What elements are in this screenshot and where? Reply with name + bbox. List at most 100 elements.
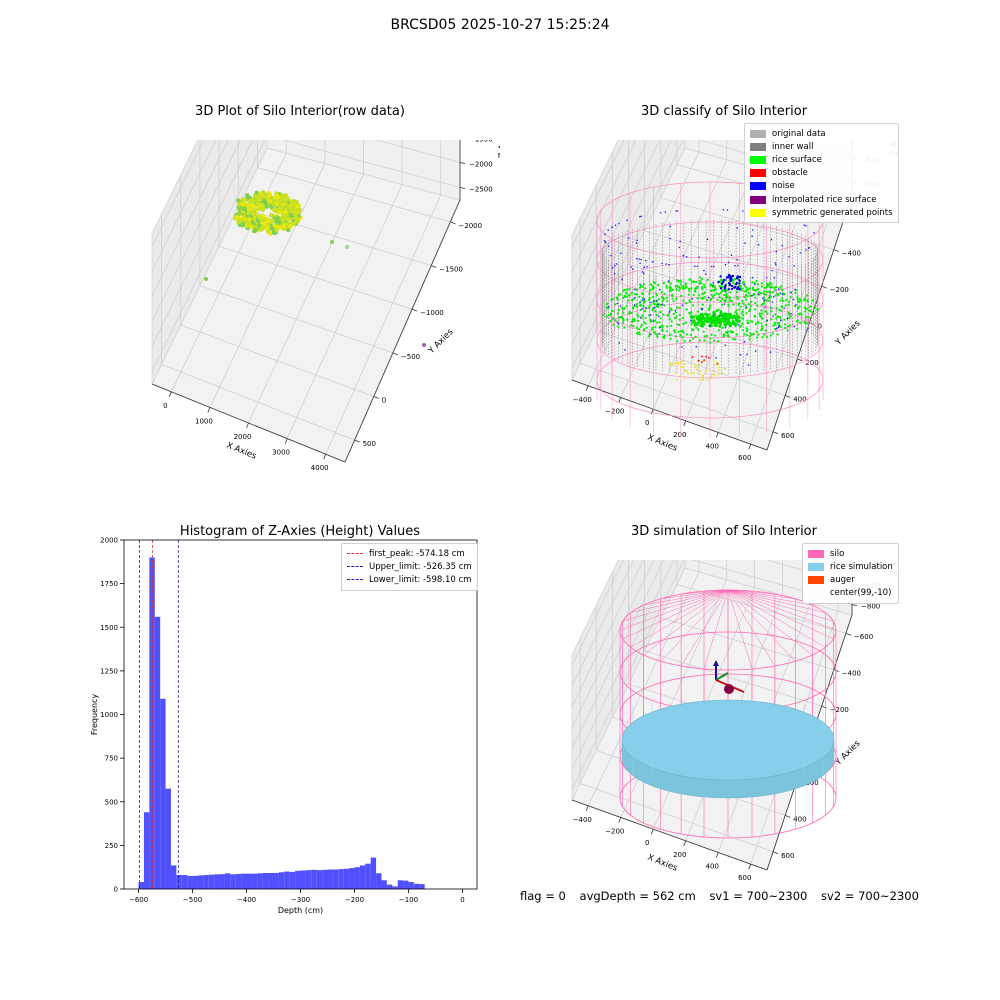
rice-point — [651, 307, 655, 310]
x-tick-label: −200 — [605, 828, 624, 836]
noise-point — [738, 279, 741, 282]
rice-point — [798, 305, 801, 308]
rice-point — [688, 311, 691, 314]
rice-point — [651, 284, 654, 288]
rice-point — [668, 318, 671, 321]
noise-point — [615, 263, 618, 265]
rice-point — [647, 335, 651, 338]
y-tick — [772, 851, 779, 855]
y-grid-line — [257, 140, 451, 223]
rice-point — [753, 282, 756, 285]
rice-point — [622, 289, 625, 293]
rice-point — [692, 280, 695, 283]
symmetric-point — [685, 370, 688, 373]
silo-roof-line — [681, 589, 729, 595]
x-tick-label: 600 — [738, 874, 751, 880]
noise-point — [799, 252, 802, 254]
rice-point — [788, 313, 791, 316]
raw-point — [234, 215, 240, 220]
rice-point — [721, 303, 724, 306]
raw-point — [274, 228, 279, 233]
rice-point — [657, 283, 660, 287]
histogram-bar — [197, 875, 204, 889]
rice-point — [784, 326, 787, 330]
legend-label: inner wall — [772, 141, 814, 152]
rice-point — [698, 339, 701, 342]
rice-point — [712, 288, 715, 292]
rice-point — [663, 304, 666, 307]
histogram-bar — [397, 880, 404, 889]
rice-point — [642, 304, 645, 308]
rice-point — [714, 334, 717, 337]
y-tick — [821, 285, 827, 289]
y-tick — [373, 396, 379, 399]
rice-point — [641, 296, 645, 300]
rice-point — [739, 305, 742, 308]
rice-point — [669, 290, 672, 293]
rice-point — [622, 311, 625, 314]
legend-line — [347, 579, 363, 581]
rice-point — [655, 305, 658, 308]
rice-point — [639, 304, 642, 307]
rice-point — [708, 306, 711, 309]
noise-point — [803, 224, 806, 226]
rice-point — [720, 285, 723, 288]
rice-point — [713, 294, 716, 297]
rice-point — [666, 300, 669, 303]
symmetric-point — [686, 372, 689, 375]
noise-point — [727, 274, 730, 278]
x-tick-label: 1000 — [195, 417, 213, 425]
rice-point — [760, 303, 763, 306]
center-arrow-z — [713, 660, 719, 666]
noise-point — [651, 261, 654, 263]
noise-point — [614, 265, 616, 267]
histogram-bar — [338, 869, 344, 889]
raw-point — [251, 209, 257, 214]
rice-point — [770, 286, 773, 289]
noise-point — [738, 275, 742, 279]
x-tick-label: 4000 — [311, 464, 329, 470]
histogram-bar — [160, 698, 166, 889]
rice-point — [741, 329, 744, 332]
rice-point — [648, 298, 651, 302]
noise-point — [643, 272, 645, 275]
x-tick-label: 0 — [645, 839, 649, 847]
noise-point — [650, 301, 652, 304]
noise-point — [777, 288, 780, 290]
x-axis-line — [571, 799, 768, 871]
x-tick — [748, 444, 752, 450]
z-grid-line — [151, 140, 217, 272]
x-tick-label: −400 — [237, 896, 256, 904]
rice-point — [688, 290, 691, 293]
rice-point — [769, 291, 772, 294]
rice-point — [723, 293, 726, 297]
rice-point — [768, 296, 771, 300]
rice-point — [746, 330, 749, 333]
legend-entry: auger — [808, 573, 893, 586]
noise-point — [607, 245, 610, 247]
noise-point — [734, 283, 738, 286]
rice-point — [693, 289, 696, 293]
symmetric-point — [724, 367, 726, 370]
rice-point — [808, 316, 811, 319]
histogram-bar — [343, 868, 350, 889]
raw-point — [251, 204, 256, 209]
raw-point — [283, 193, 288, 198]
rice-point — [805, 322, 808, 325]
noise-point — [752, 229, 754, 231]
rice-point — [703, 339, 706, 342]
rice-point — [739, 285, 742, 288]
rice-point — [751, 320, 754, 323]
panel4-title: 3D simulation of Silo Interior — [631, 524, 817, 539]
symmetric-point — [689, 372, 692, 375]
rice-point — [754, 296, 757, 299]
noise-point — [723, 287, 726, 290]
noise-point — [722, 208, 725, 211]
y-tick-label: 0 — [114, 886, 118, 894]
rice-point — [708, 304, 712, 307]
noise-point — [792, 298, 795, 301]
noise-point — [794, 288, 796, 291]
symmetric-point — [717, 369, 720, 371]
noise-point — [707, 296, 710, 299]
rice-point — [718, 324, 722, 328]
